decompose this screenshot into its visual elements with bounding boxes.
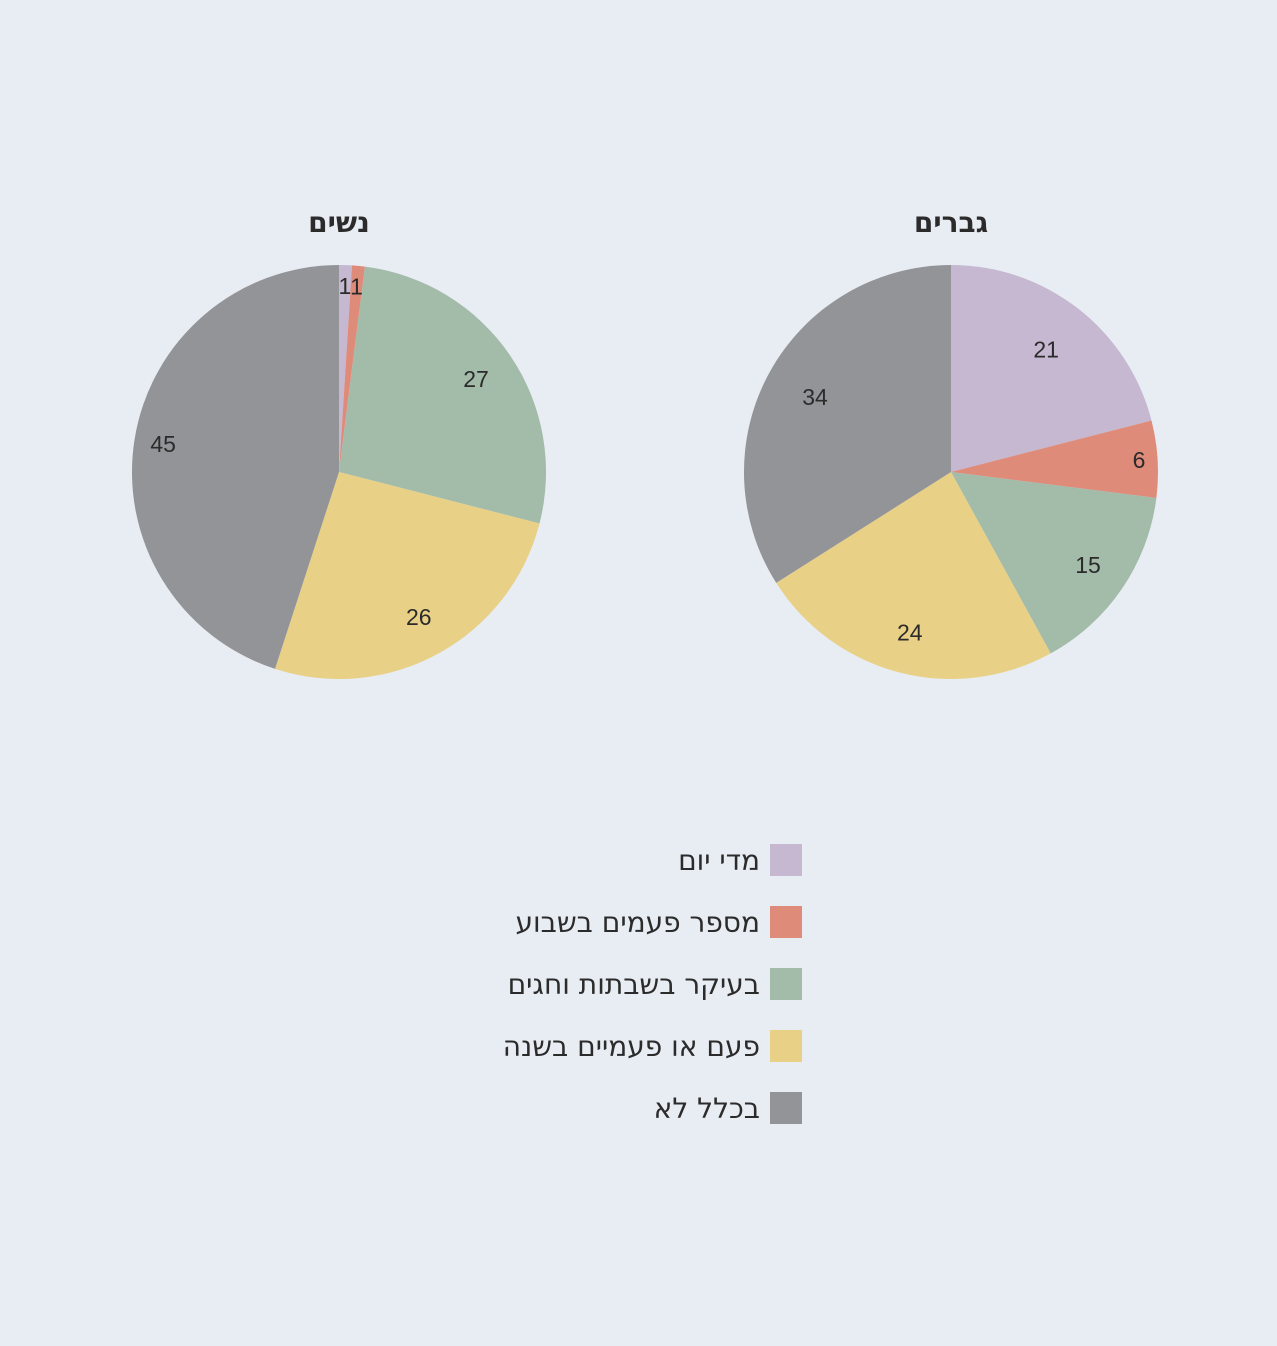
pie-chart-women: נשים 11 27 26 45 — [131, 206, 547, 680]
data-label-weekly: 6 — [1133, 447, 1146, 473]
legend-label: בעיקר בשבתות וחגים — [507, 967, 760, 1001]
data-label-never: 34 — [802, 384, 828, 410]
chart-title-men: גברים — [914, 206, 988, 239]
legend-item-never: בכלל לא — [440, 1088, 802, 1128]
legend-label: מדי יום — [678, 843, 760, 877]
legend-item-daily: מדי יום — [440, 840, 802, 880]
pie-slice-yearly — [776, 472, 1051, 680]
legend-label: מספר פעמים בשבוע — [515, 905, 760, 939]
legend-item-holidays: בעיקר בשבתות וחגים — [440, 964, 802, 1004]
pie-slice-never — [743, 265, 951, 583]
legend-swatch — [770, 906, 802, 938]
legend-swatch — [770, 968, 802, 1000]
pie-slice-weekly — [951, 420, 1159, 498]
legend-item-weekly: מספר פעמים בשבוע — [440, 902, 802, 942]
data-label-daily: 21 — [1033, 336, 1059, 362]
legend-swatch — [770, 1030, 802, 1062]
legend-swatch — [770, 1092, 802, 1124]
data-label-daily: 1 — [339, 273, 352, 299]
pie-slice-holidays — [339, 266, 547, 524]
legend-label: פעם או פעמיים בשנה — [502, 1029, 760, 1063]
data-label-yearly: 26 — [406, 604, 432, 630]
legend-swatch — [770, 844, 802, 876]
legend-label: בכלל לא — [653, 1091, 760, 1125]
legend-item-yearly: פעם או פעמיים בשנה — [440, 1026, 802, 1066]
data-label-holidays: 27 — [463, 366, 489, 392]
legend: מדי יום מספר פעמים בשבוע בעיקר בשבתות וח… — [440, 840, 802, 1150]
pie-slice-daily — [339, 265, 352, 472]
pie-slice-never — [131, 265, 339, 669]
data-label-never: 45 — [150, 431, 176, 457]
pie-charts: גברים 21 6 15 24 34 נשים 11 27 26 45 — [131, 206, 1159, 680]
pie-slice-daily — [951, 265, 1152, 472]
pie-slice-weekly — [339, 265, 365, 472]
data-label-yearly: 24 — [897, 619, 923, 645]
data-label-weekly: 1 — [350, 274, 363, 300]
chart-title-women: נשים — [308, 206, 370, 239]
pie-slice-holidays — [951, 472, 1157, 654]
pie-slice-yearly — [275, 472, 540, 680]
data-label-holidays: 15 — [1075, 552, 1101, 578]
pie-chart-men: גברים 21 6 15 24 34 — [743, 206, 1159, 680]
